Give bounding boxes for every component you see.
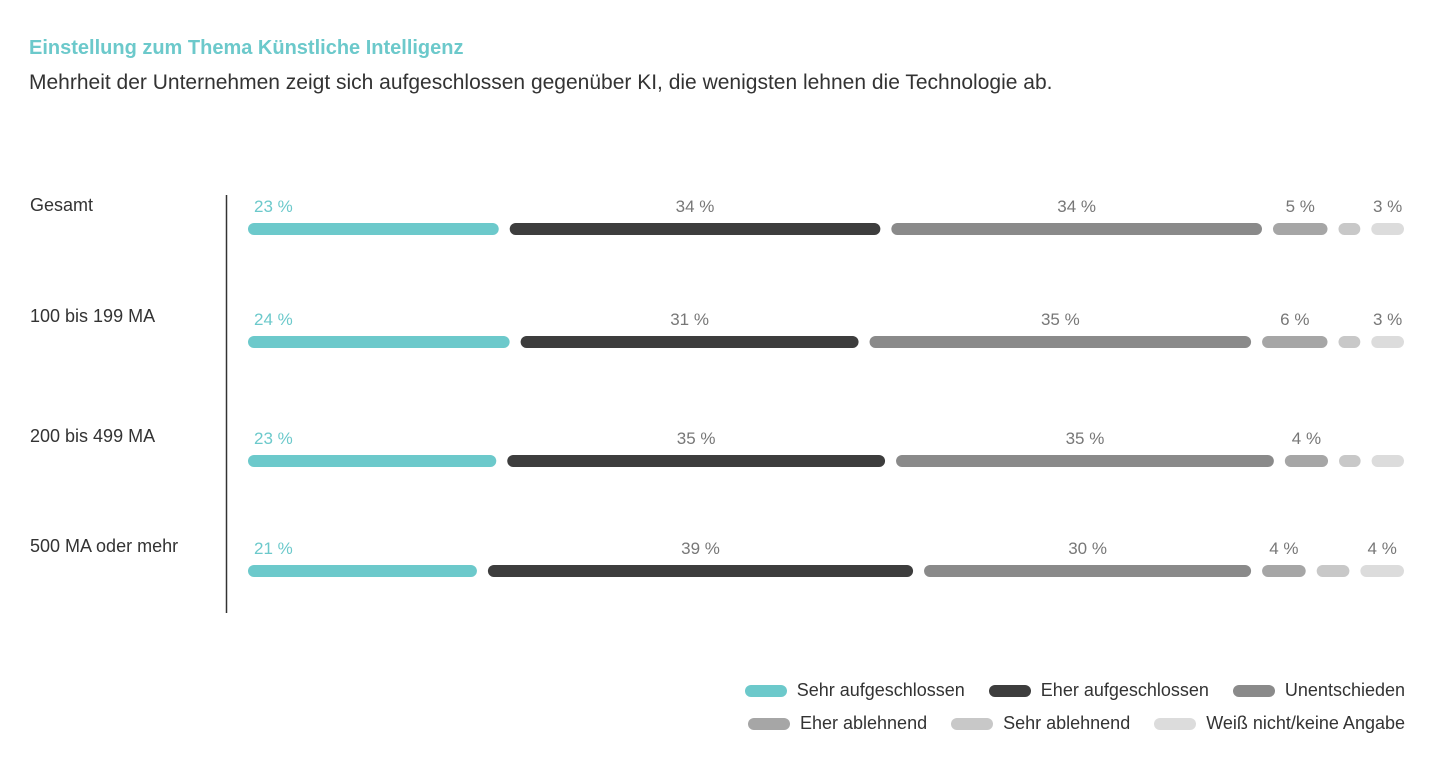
legend-label: Unentschieden <box>1284 680 1405 700</box>
legend-item: Eher ablehnend <box>747 713 928 734</box>
legend-row-2: Eher ablehnend Sehr ablehnend Weiß nicht… <box>747 713 1405 734</box>
value-label: 39 % <box>681 539 720 558</box>
legend: Sehr aufgeschlossen Eher aufgeschlossen … <box>744 680 1405 734</box>
legend-swatch <box>951 717 994 730</box>
legend-label: Eher ablehnend <box>799 713 928 733</box>
value-label: 3 % <box>1373 197 1402 216</box>
legend-swatch <box>1154 717 1197 730</box>
stacked-bar-chart: Gesamt 23 % 34 % 34 % 5 % 3 % 100 bis 199 MA 24… <box>30 195 1404 613</box>
legend-swatch <box>747 717 790 730</box>
value-label: 30 % <box>1068 539 1107 558</box>
legend-item: Sehr ablehnend <box>951 713 1130 734</box>
value-label: 4 % <box>1269 539 1298 558</box>
legend-item: Weiß nicht/keine Angabe <box>1154 713 1405 734</box>
value-label: 5 % <box>1286 197 1315 216</box>
value-label: 6 % <box>1280 310 1309 329</box>
value-label: 4 % <box>1368 539 1397 558</box>
legend-swatch <box>988 684 1031 697</box>
legend-label: Weiß nicht/keine Angabe <box>1206 713 1405 733</box>
value-label: 34 % <box>1057 197 1096 216</box>
value-label: 35 % <box>677 429 716 448</box>
value-label: 4 % <box>1292 429 1321 448</box>
legend-swatch <box>744 684 787 697</box>
category-label: Gesamt <box>30 195 93 215</box>
legend-row-1: Sehr aufgeschlossen Eher aufgeschlossen … <box>744 680 1405 701</box>
value-label: 24 % <box>254 310 293 329</box>
legend-item: Unentschieden <box>1232 680 1405 701</box>
legend-swatch <box>1232 684 1275 697</box>
legend-label: Sehr aufgeschlossen <box>796 680 965 700</box>
category-label: 100 bis 199 MA <box>30 306 155 326</box>
value-label: 35 % <box>1041 310 1080 329</box>
legend-label: Sehr ablehnend <box>1003 713 1131 733</box>
value-label: 23 % <box>254 429 293 448</box>
value-label: 34 % <box>676 197 715 216</box>
category-label: 200 bis 499 MA <box>30 426 155 446</box>
value-label: 31 % <box>670 310 709 329</box>
category-label: 500 MA oder mehr <box>30 536 178 556</box>
value-label: 21 % <box>254 539 293 558</box>
value-label: 23 % <box>254 197 293 216</box>
legend-item: Sehr aufgeschlossen <box>744 680 965 701</box>
legend-item: Eher aufgeschlossen <box>988 680 1209 701</box>
chart-title: Einstellung zum Thema Künstliche Intelli… <box>29 37 464 59</box>
chart-subtitle: Mehrheit der Unternehmen zeigt sich aufg… <box>29 71 1053 94</box>
value-label: 35 % <box>1066 429 1105 448</box>
value-label: 3 % <box>1373 310 1402 329</box>
legend-label: Eher aufgeschlossen <box>1040 680 1209 700</box>
